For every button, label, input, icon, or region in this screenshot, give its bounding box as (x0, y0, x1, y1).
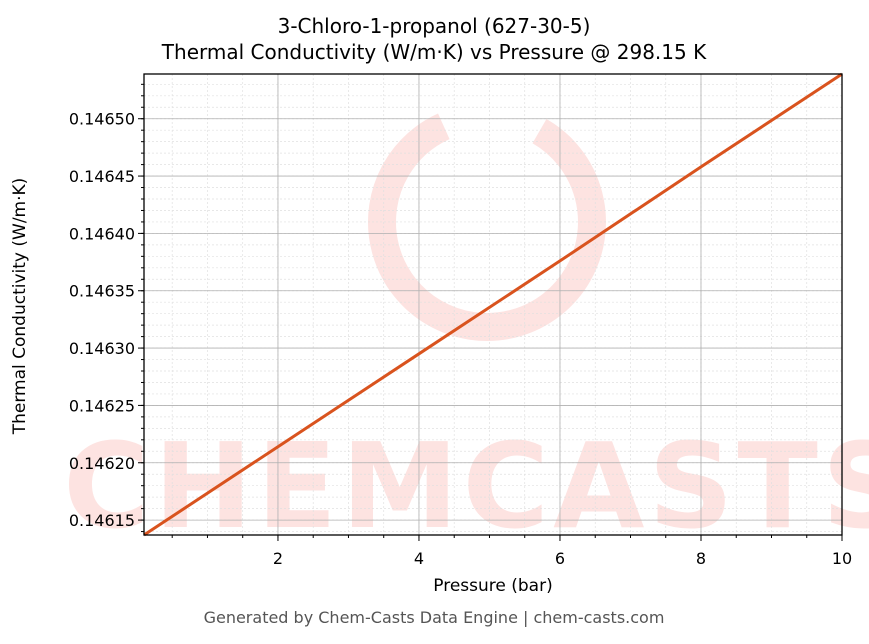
watermark: CHEMCASTS (63, 102, 869, 555)
grid (144, 74, 843, 535)
x-tick-label: 4 (414, 549, 424, 568)
y-tick-label: 0.14640 (69, 224, 135, 243)
x-tick-label: 10 (832, 549, 852, 568)
x-tick-label: 6 (555, 549, 565, 568)
y-tick-label: 0.14630 (69, 339, 135, 358)
x-tick-label: 8 (696, 549, 706, 568)
plot-frame (143, 73, 843, 536)
y-tick-label: 0.14645 (69, 167, 135, 186)
y-tick-label: 0.14650 (69, 110, 135, 129)
data-line (143, 72, 843, 537)
chart-title-line1: 3-Chloro-1-propanol (627-30-5) (277, 14, 591, 38)
axes: 2 4 6 8 10 0.14615 0.14620 0.14625 0.14630 0.1463… (69, 83, 852, 568)
y-tick-label: 0.14635 (69, 282, 135, 301)
footer-credit: Generated by Chem-Casts Data Engine | ch… (203, 608, 665, 627)
chart-title-line2: Thermal Conductivity (W/m·K) vs Pressure… (161, 40, 707, 64)
y-tick-label: 0.14615 (69, 511, 135, 530)
x-tick-label: 2 (273, 549, 283, 568)
y-tick-label: 0.14620 (69, 454, 135, 473)
x-axis-label: Pressure (bar) (433, 576, 553, 596)
y-axis-label: Thermal Conductivity (W/m·K) (10, 177, 30, 435)
y-tick-label: 0.14625 (69, 396, 135, 415)
